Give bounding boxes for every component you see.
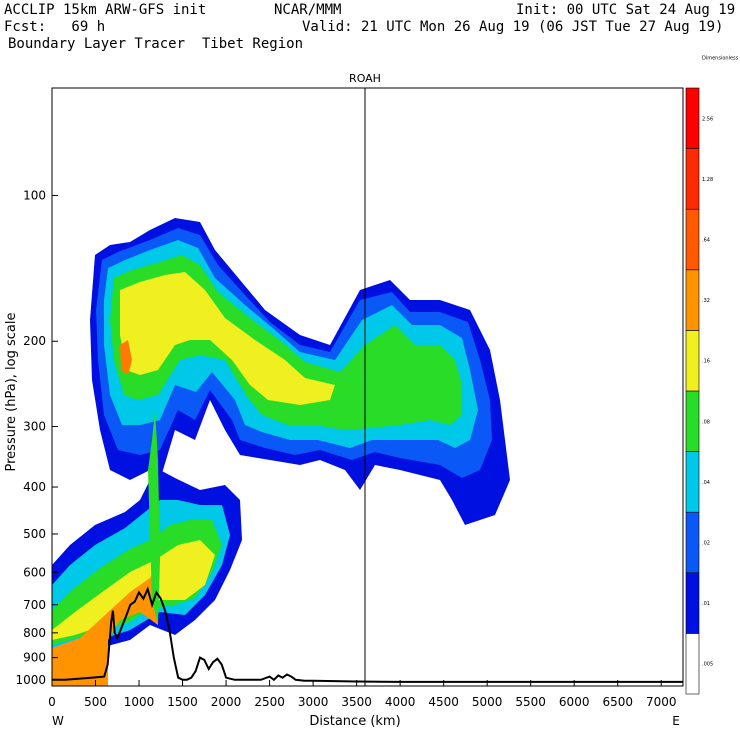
plot-frame [51,87,684,687]
colorbar: .005 .01 .02 .04 .08 .16 .32 .64 1.28 2.56 Dimensi… [685,56,739,695]
tracer-orange-low [52,560,158,686]
colorbar-level-label: .02 [702,541,710,547]
colorbar-level-label: .08 [702,419,710,425]
header-forecast-hour: Fcst: 69 h [4,19,106,35]
tracer-column [148,410,160,625]
colorbar-swatch [685,87,700,149]
colorbar-level-label: 1.28 [702,177,713,183]
colorbar-swatch [685,511,700,574]
y-tick-label: 400 [23,480,46,494]
colorbar-level-label: .64 [702,238,710,244]
colorbar-swatch [685,390,700,452]
x-axis-east-label: E [672,714,680,728]
colorbar-level-label: .005 [702,662,713,668]
x-axis-label: Distance (km) [309,714,400,729]
x-tick-label: 1500 [167,695,198,709]
y-tick-label: 800 [23,626,46,640]
x-tick-label: 4000 [385,695,416,709]
colorbar-level-label: 2.56 [702,116,713,122]
tracer-orange-core [120,340,132,375]
colorbar-swatch [685,269,700,331]
y-tick-label: 1000 [15,673,46,687]
terrain-line [52,586,683,683]
y-tick-label: 200 [23,334,46,348]
x-tick-label: 7000 [646,695,677,709]
x-tick-label: 1000 [124,695,155,709]
y-tick-label: 300 [23,420,46,434]
y-axis-label: Pressure (hPa), log scale [4,313,19,472]
y-tick-label: 900 [23,651,46,665]
x-tick-label: 6000 [559,695,590,709]
x-tick-label: 0 [48,695,56,709]
colorbar-swatch [685,148,700,210]
colorbar-level-label: .01 [702,601,710,607]
x-tick-label: 500 [84,695,107,709]
station-marker-label: ROAH [349,72,381,85]
y-tick-label: 500 [23,527,46,541]
header-init-time: Init: 00 UTC Sat 24 Aug 19 [516,2,736,18]
x-tick-label: 2500 [254,695,285,709]
x-tick-label: 3000 [298,695,329,709]
colorbar-level-label: Dimensionless [702,56,739,62]
x-tick-label: 2000 [211,695,242,709]
colorbar-swatch [685,208,700,271]
colorbar-swatch [685,572,700,634]
x-axis: 0 500 1000 1500 2000 2500 3000 3500 4000 4500 5000… [48,680,677,709]
colorbar-level-label: .04 [702,480,710,486]
x-tick-label: 5500 [515,695,546,709]
colorbar-swatch [685,633,700,695]
header-source: NCAR/MMM [274,2,342,18]
x-tick-label: 3500 [341,695,372,709]
y-tick-label: 100 [23,188,46,202]
y-tick-label: 700 [23,598,46,612]
header-title-left: ACCLIP 15km ARW-GFS init [4,2,207,18]
header-product: Boundary Layer Tracer Tibet Region [8,36,304,52]
x-tick-label: 4500 [428,695,459,709]
header-valid-time: Valid: 21 UTC Mon 26 Aug 19 (06 JST Tue … [302,19,724,35]
tracer-yellow-west [120,272,335,405]
colorbar-swatch [685,330,700,392]
x-tick-label: 6500 [602,695,633,709]
tracer-field [52,218,510,686]
colorbar-level-label: .16 [702,359,710,365]
colorbar-level-label: .32 [702,298,710,304]
x-tick-label: 5000 [472,695,503,709]
y-axis: 100 200 300 400 500 600 700 800 900 1000 [15,188,58,687]
x-axis-west-label: W [52,714,64,728]
y-tick-label: 600 [23,565,46,579]
colorbar-swatch [685,451,700,513]
